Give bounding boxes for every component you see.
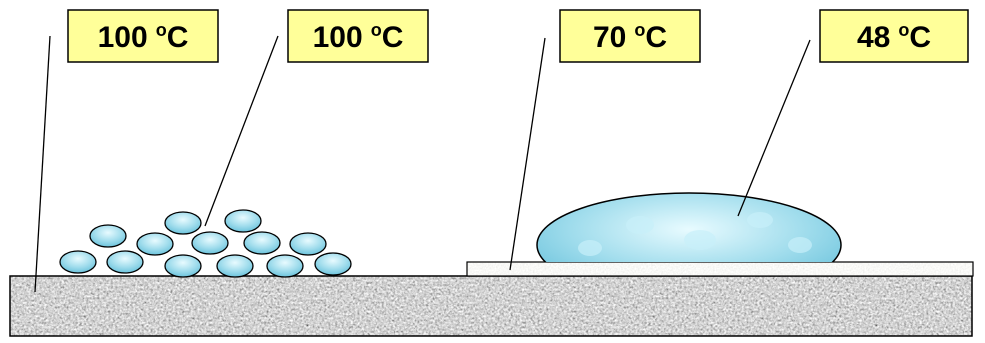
substrate bbox=[10, 276, 972, 336]
label-boxes bbox=[68, 10, 968, 62]
degree-sign: o bbox=[156, 20, 167, 40]
number: 48 bbox=[857, 21, 890, 54]
number: 100 bbox=[313, 21, 363, 54]
diagram: 100oC100oC70oC48oC bbox=[0, 0, 985, 343]
unit: C bbox=[645, 21, 667, 54]
unit: C bbox=[382, 21, 404, 54]
degree-sign: o bbox=[371, 20, 382, 40]
unit: C bbox=[167, 21, 189, 54]
number: 70 bbox=[593, 21, 626, 54]
temperature-label: 100 oC bbox=[98, 20, 189, 54]
degree-sign: o bbox=[898, 20, 909, 40]
unit: C bbox=[909, 21, 931, 54]
small-droplets bbox=[60, 210, 351, 277]
coating-layer bbox=[467, 262, 973, 276]
temperature-label: 100 oC bbox=[313, 20, 404, 54]
number: 100 bbox=[98, 21, 148, 54]
degree-sign: o bbox=[634, 20, 645, 40]
